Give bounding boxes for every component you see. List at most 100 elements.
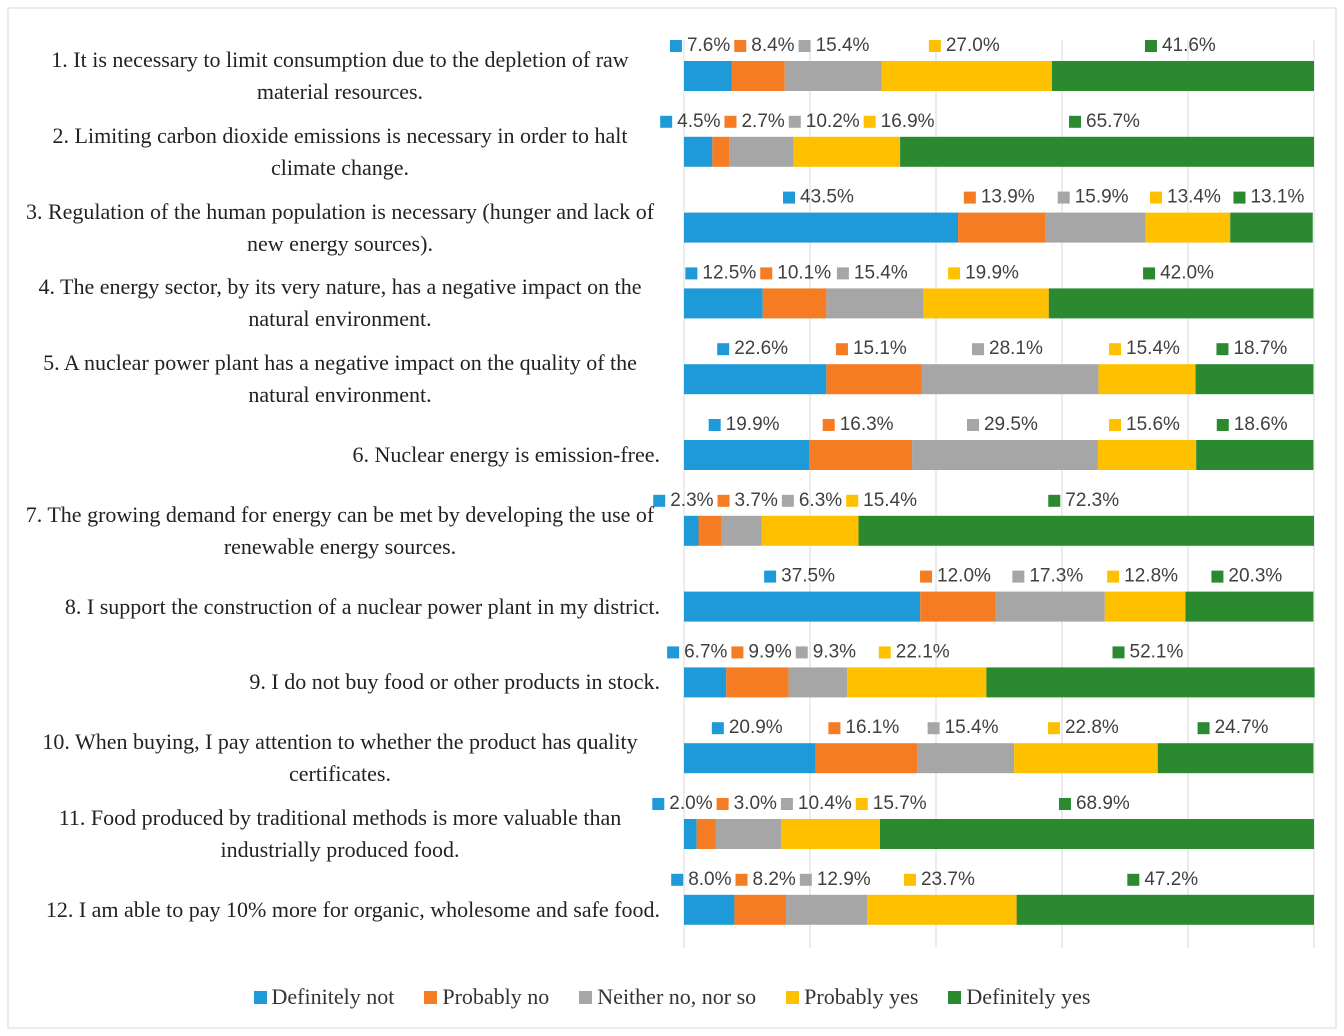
value-label: 12.8% [1124,566,1178,587]
label-swatch [1047,722,1060,735]
bar-segment [923,288,1049,319]
bar-segment [1145,212,1231,243]
category-label: 7. The growing demand for energy can be … [20,499,660,563]
value-label: 15.1% [853,338,907,359]
bar-segment [1157,743,1314,774]
label-swatch [653,494,666,507]
value-label: 18.7% [1233,338,1287,359]
bar-segment [847,667,987,698]
value-label: 43.5% [800,187,854,208]
value-label: 22.8% [1065,717,1119,738]
label-swatch [1197,722,1210,735]
bar-segment [1048,288,1314,319]
bar-segment [684,288,763,319]
label-swatch [963,191,976,204]
label-swatch [734,40,747,52]
label-swatch [717,343,730,356]
value-label: 15.6% [1126,414,1180,435]
value-label: 22.1% [896,641,950,662]
value-label: 13.9% [981,187,1035,208]
value-label: 15.4% [945,717,999,738]
value-label: 3.0% [734,793,777,814]
category-label: 9. I do not buy food or other products i… [20,650,660,714]
value-label: 2.3% [670,490,713,511]
bar-segment [881,61,1052,91]
bar-segment [809,440,913,470]
label-swatch [660,115,673,128]
value-label: 15.4% [854,262,908,283]
bar-segment [684,819,697,849]
bar-segment [684,212,959,243]
value-label: 29.5% [984,414,1038,435]
bar-segment [684,61,732,91]
bar-segment [1014,743,1158,774]
legend-label: Neither no, nor so [597,984,757,1009]
legend-label: Probably no [442,984,550,1009]
label-swatch [863,115,876,128]
category-text: 2. Limiting carbon dioxide emissions is … [52,122,628,180]
value-label: 10.4% [798,793,852,814]
legend-item: Probably no [424,984,549,1010]
bar-segment [729,136,794,167]
bar-segment [731,61,785,91]
bar-segment [721,515,762,546]
bar-segment [1230,212,1313,243]
label-swatch [1112,646,1125,659]
bar-segment [917,743,1015,774]
label-swatch [716,798,729,810]
bar-segment [684,515,699,546]
label-swatch [1150,191,1162,204]
value-label: 42.0% [1160,262,1214,283]
bar-segment [958,212,1046,243]
value-label: 18.6% [1234,414,1288,435]
label-swatch [846,494,859,507]
bar-segment [684,364,827,395]
bar-segment [1104,591,1186,622]
value-label: 16.1% [845,717,899,738]
bar-segment [684,743,816,774]
category-text: 12. I am able to pay 10% more for organi… [45,896,660,922]
label-swatch [798,40,811,52]
value-label: 16.9% [881,111,935,132]
label-swatch [828,722,841,735]
bar-segment [1196,440,1314,470]
category-label: 10. When buying, I pay attention to whet… [20,726,660,790]
bar-segment [684,591,921,622]
value-label: 17.3% [1029,566,1083,587]
label-swatch [948,267,961,280]
bar-segment [900,136,1314,167]
label-swatch [822,419,835,431]
label-swatch [711,722,724,735]
label-swatch [972,343,985,356]
label-swatch [1127,873,1140,886]
label-swatch [764,570,777,583]
legend-swatch [424,990,438,1004]
label-swatch [1058,798,1071,810]
label-swatch [1233,191,1246,204]
label-swatch [1057,191,1070,204]
bar-segment [1051,61,1314,91]
category-label: 4. The energy sector, by its very nature… [20,271,660,335]
label-swatch [669,40,682,52]
category-text: 11. Food produced by traditional methods… [58,805,622,862]
label-swatch [836,267,849,280]
label-swatch [1216,343,1229,356]
label-swatch [788,115,801,128]
frame [7,7,1337,1029]
bar-segment [858,515,1314,546]
category-text: 3. Regulation of the human population is… [25,198,655,256]
legend-label: Probably yes [804,984,919,1009]
legend-item: Definitely not [253,984,394,1010]
label-swatch [1048,494,1061,507]
category-label: 2. Limiting carbon dioxide emissions is … [20,120,660,184]
legend-swatch [253,990,267,1004]
label-swatch [671,873,684,886]
label-swatch [1109,343,1122,356]
value-label: 4.5% [677,111,720,132]
bar-segment [912,440,1098,470]
value-label: 13.4% [1167,187,1221,208]
value-label: 20.9% [729,717,783,738]
bar-segment [762,288,827,319]
label-swatch [783,191,796,204]
label-swatch [1069,115,1082,128]
